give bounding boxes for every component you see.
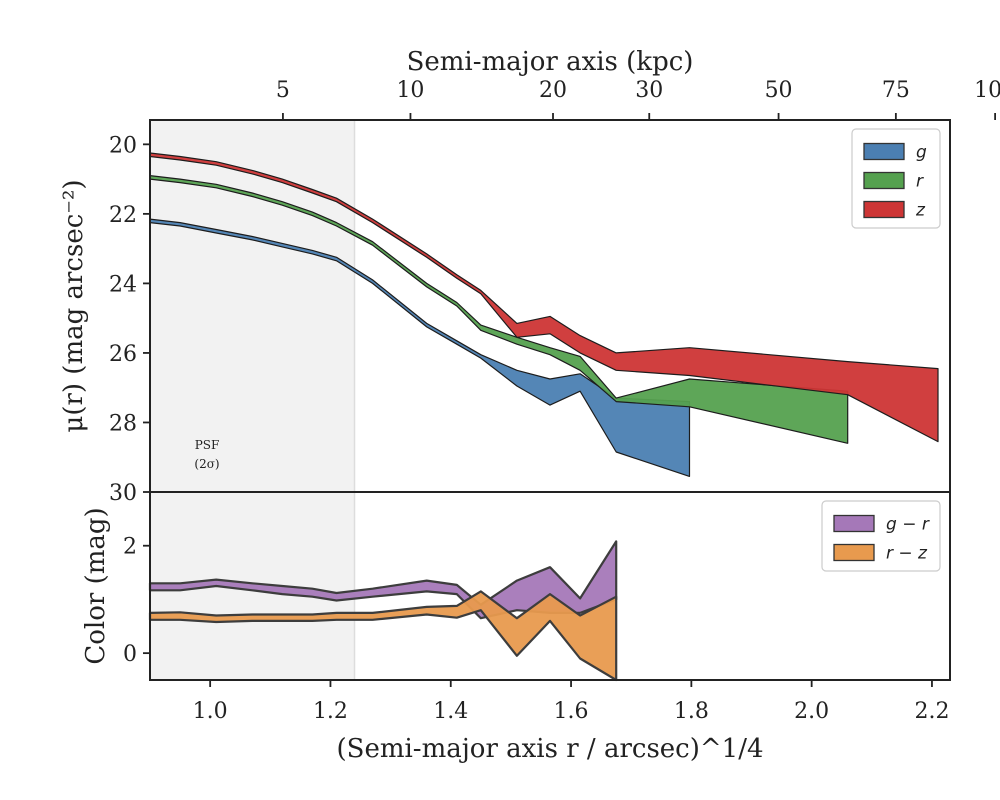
bottom-axis-title: (Semi-major axis r / arcsec)^1/4 — [336, 734, 763, 764]
main-y-axis-title: μ(r) (mag arcsec⁻²) — [59, 179, 89, 432]
top-axis-title: Semi-major axis (kpc) — [407, 47, 694, 77]
axes-frame — [149, 119, 951, 681]
bottom-xtick-label: 2.0 — [794, 699, 829, 724]
color-ytick-label: 0 — [123, 642, 137, 667]
main-legend-label: r — [916, 172, 924, 192]
color-legend: g − r r − z — [821, 500, 941, 572]
color-legend-label: r − z — [886, 544, 928, 564]
top-xtick-label: 5 — [276, 78, 290, 103]
bottom-xtick-label: 2.2 — [914, 699, 949, 724]
main-legend-label: z — [915, 201, 926, 221]
top-xtick-label: 30 — [635, 78, 663, 103]
color-ytick-label: 2 — [123, 535, 137, 560]
top-xtick-label: 100 — [974, 78, 1000, 103]
legends: grz g − r r − z — [821, 128, 941, 572]
main-ytick-label: 24 — [109, 272, 137, 297]
top-xtick-label: 75 — [882, 78, 910, 103]
bottom-xtick-label: 1.4 — [433, 699, 468, 724]
top-xtick-label: 10 — [396, 78, 424, 103]
series-band-sb-0 — [149, 218, 691, 477]
color-panel-frame — [149, 491, 951, 681]
color-y-axis-title: Color (mag) — [81, 507, 111, 664]
bottom-xtick-label: 1.8 — [674, 699, 709, 724]
main-legend-swatch — [863, 142, 905, 161]
series-band-sb-1 — [149, 175, 849, 444]
color-legend-swatch — [833, 543, 875, 562]
main-ytick-label: 30 — [109, 481, 137, 506]
series-band-sb-2 — [149, 152, 939, 443]
main-legend-swatch — [863, 171, 905, 190]
main-legend-label: g — [916, 143, 927, 163]
axis-ticks: 20 22 24 26 28 30 0 2 1.0 1.2 1.4 1.6 1.8 2.0 2.2 5 10 20… — [109, 78, 1000, 724]
main-legend: grz — [851, 128, 941, 229]
psf-label-line1: PSF — [195, 438, 220, 452]
top-xtick-label: 50 — [765, 78, 793, 103]
main-ytick-label: 20 — [109, 133, 137, 158]
color-legend-label: g − r — [886, 515, 930, 535]
color-legend-swatch — [833, 514, 875, 533]
main-ytick-label: 28 — [109, 411, 137, 436]
main-ytick-label: 22 — [109, 203, 137, 228]
bottom-xtick-label: 1.0 — [193, 699, 228, 724]
main-ytick-label: 26 — [109, 342, 137, 367]
psf-label-line2: (2σ) — [194, 457, 219, 471]
main-legend-swatch — [863, 200, 905, 219]
top-xtick-label: 20 — [539, 78, 567, 103]
bottom-xtick-label: 1.6 — [554, 699, 589, 724]
bottom-xtick-label: 1.2 — [313, 699, 348, 724]
